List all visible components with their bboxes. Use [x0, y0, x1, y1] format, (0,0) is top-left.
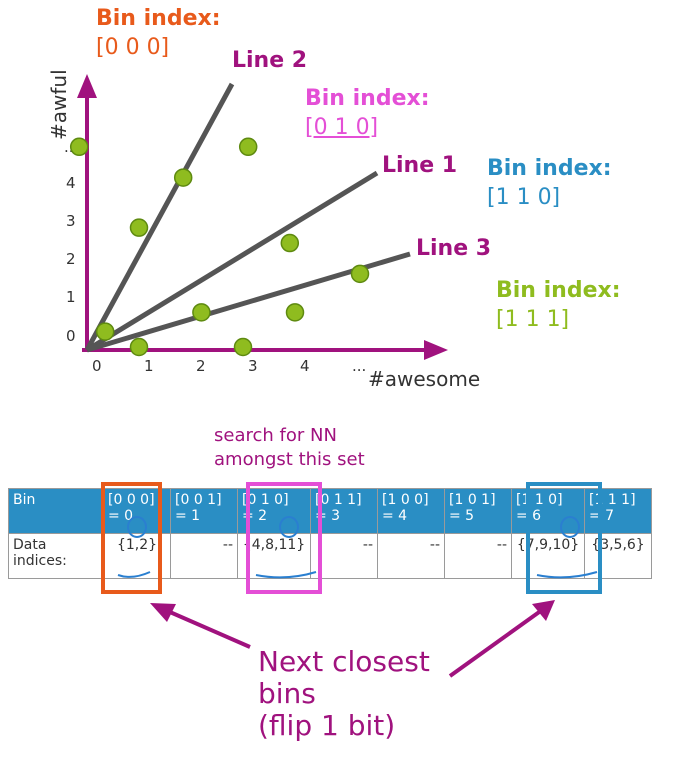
highlight-box-bin-6	[526, 482, 602, 594]
lsh-plot: 0 1 2 3 4 ... 0 1 2 3 4 ... #awesome #aw…	[47, 69, 480, 391]
data-point	[285, 303, 305, 322]
callout-line: (flip 1 bit)	[258, 709, 396, 742]
arrow-right	[448, 608, 544, 678]
x-tick: 0	[92, 357, 102, 375]
y-axis-arrowhead	[77, 74, 97, 98]
arrow-left-head	[150, 603, 176, 622]
circle-mark	[560, 516, 580, 538]
circle-mark	[127, 516, 147, 538]
data-point	[238, 137, 258, 157]
data-point	[350, 264, 370, 284]
data-point	[129, 337, 149, 357]
bin-cell: [0 0 1] = 1	[170, 488, 238, 534]
bin-cell: [1 0 1] = 5	[444, 488, 512, 534]
data-point	[233, 337, 253, 357]
y-tick: 2	[66, 250, 76, 268]
data-point	[69, 137, 89, 157]
callout-text: Next closest bins (flip 1 bit)	[258, 646, 430, 742]
y-axis-label: #awful	[47, 69, 71, 140]
search-note-line: amongst this set	[214, 449, 365, 470]
highlight-box-bin-0	[101, 482, 162, 594]
bin-label-title: Bin index:	[496, 278, 621, 303]
search-note-line: search for NN	[214, 425, 337, 446]
y-tick: 3	[66, 212, 76, 230]
y-tick: 1	[66, 288, 76, 306]
line-1-label: Line 1	[382, 153, 458, 178]
indices-cell: {3,5,6}	[584, 533, 652, 579]
x-tick: 3	[248, 357, 258, 375]
underline-mark	[117, 571, 151, 578]
bin-label-title: Bin index:	[96, 6, 221, 31]
y-tick: 4	[66, 174, 76, 192]
data-point	[95, 322, 115, 341]
bin-label-title: Bin index:	[487, 156, 612, 181]
bin-label-value: [1 1 0]	[487, 185, 561, 210]
indices-cell: --	[377, 533, 445, 579]
highlight-box-bin-2	[246, 482, 322, 594]
underline-mark	[536, 571, 598, 579]
bin-label-value: [1 1 1]	[496, 307, 570, 332]
data-point	[173, 168, 193, 187]
x-tick: 4	[300, 357, 310, 375]
data-point	[129, 218, 149, 237]
bin-label-value: [0 1 0]	[305, 115, 379, 140]
x-tick: 2	[196, 357, 206, 375]
x-tick: ...	[352, 357, 366, 375]
bin-label-110: Bin index: [1 1 0]	[487, 156, 612, 210]
bin-cell: [1 1 1] = 7	[584, 488, 652, 534]
indices-cell: --	[170, 533, 238, 579]
line-3-label: Line 3	[416, 236, 492, 261]
row-header-indices: Data indices:	[8, 533, 104, 579]
circle-mark	[279, 516, 299, 538]
indices-cell: --	[444, 533, 512, 579]
bin-label-000: Bin index: [0 0 0]	[96, 6, 221, 60]
x-axis-label: #awesome	[368, 367, 480, 391]
bin-cell: [1 1 0] = 6	[511, 488, 585, 534]
bin-label-010: Bin index: [0 1 0]	[305, 86, 430, 140]
callout-line: Next closest	[258, 645, 430, 678]
line-1	[85, 170, 379, 353]
y-tick: 0	[66, 327, 76, 345]
x-tick: 1	[144, 357, 154, 375]
data-point	[280, 233, 300, 253]
row-header-bin: Bin	[8, 488, 104, 534]
x-axis-arrowhead	[424, 340, 448, 360]
bin-label-title: Bin index:	[305, 86, 430, 111]
arrow-left	[162, 607, 251, 649]
callout-line: bins	[258, 677, 316, 710]
bin-label-111: Bin index: [1 1 1]	[496, 278, 621, 332]
bin-cell: [1 0 0] = 4	[377, 488, 445, 534]
line-2	[84, 82, 235, 352]
search-note: search for NN amongst this set	[214, 424, 365, 472]
arrow-right-head	[532, 600, 555, 621]
data-point	[192, 303, 211, 322]
indices-cell: {7,9,10}	[511, 533, 585, 579]
bin-label-value: [0 0 0]	[96, 35, 170, 60]
underline-mark	[255, 571, 317, 579]
line-2-label: Line 2	[232, 48, 308, 73]
